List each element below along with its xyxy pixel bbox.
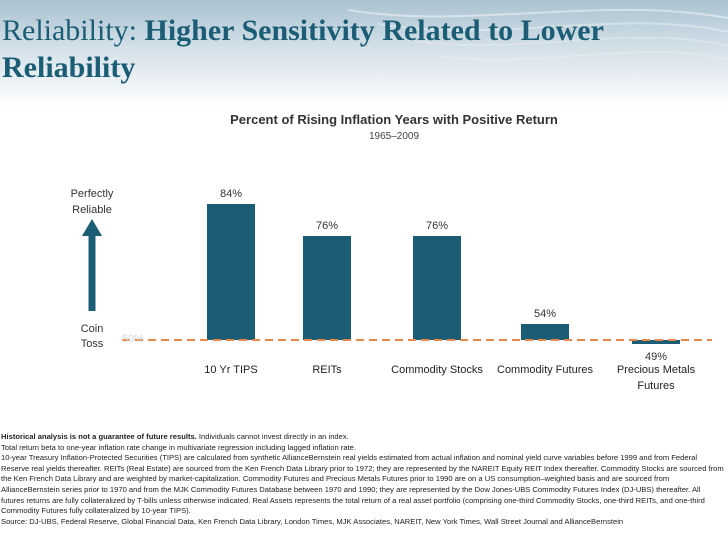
category-labels-group: 10 Yr TIPS REITs Commodity Stocks Commodity… <box>204 364 695 392</box>
bar-0 <box>207 204 255 340</box>
arrow-shaft <box>88 235 96 311</box>
disclaimer: Historical analysis is not a guarantee o… <box>1 432 349 441</box>
value-label-2: 76% <box>426 220 448 232</box>
reliability-arrow: Perfectly Reliable Coin Toss <box>71 188 114 350</box>
arrow-label-top-1: Perfectly <box>71 188 114 200</box>
reference-label: 50% <box>122 333 144 345</box>
footnotes: Historical analysis is not a guarantee o… <box>1 432 725 527</box>
decorative-waves <box>348 8 728 61</box>
footnote-line-3: Source: DJ-UBS, Federal Reserve, Global … <box>1 516 624 526</box>
slide-title: Reliability: Higher Sensitivity Related … <box>2 14 604 84</box>
bar-2 <box>413 236 461 340</box>
category-label-0: 10 Yr TIPS <box>204 364 257 376</box>
value-label-4: 49% <box>645 351 667 363</box>
bars-group <box>207 204 680 344</box>
chart-subtitle: 1965–2009 <box>369 131 419 142</box>
slide-header: Reliability: Higher Sensitivity Related … <box>0 0 728 108</box>
bar-1 <box>303 236 351 340</box>
category-label-2: Commodity Stocks <box>391 364 483 376</box>
value-label-3: 54% <box>534 308 556 320</box>
category-label-1: REITs <box>312 364 342 376</box>
value-labels-group: 84% 76% 76% 54% 49% <box>220 188 667 363</box>
value-label-1: 76% <box>316 220 338 232</box>
arrow-label-bottom-2: Toss <box>81 338 104 350</box>
bar-3 <box>521 324 569 340</box>
footnote-line-1: Total return beta to one-year inflation … <box>1 442 357 452</box>
category-label-3: Commodity Futures <box>497 364 593 376</box>
category-label-4: Precious Metals Futures <box>617 364 696 392</box>
arrow-up-icon <box>82 219 102 236</box>
value-label-0: 84% <box>220 188 242 200</box>
arrow-label-top-2: Reliable <box>72 204 112 216</box>
chart-title: Percent of Rising Inflation Years with P… <box>230 112 558 127</box>
bar-chart: Percent of Rising Inflation Years with P… <box>71 112 712 392</box>
bar-4 <box>632 340 680 344</box>
footnote-line-2: 10-year Treasury Inflation-Protected Sec… <box>1 453 724 516</box>
arrow-label-bottom-1: Coin <box>81 323 104 335</box>
